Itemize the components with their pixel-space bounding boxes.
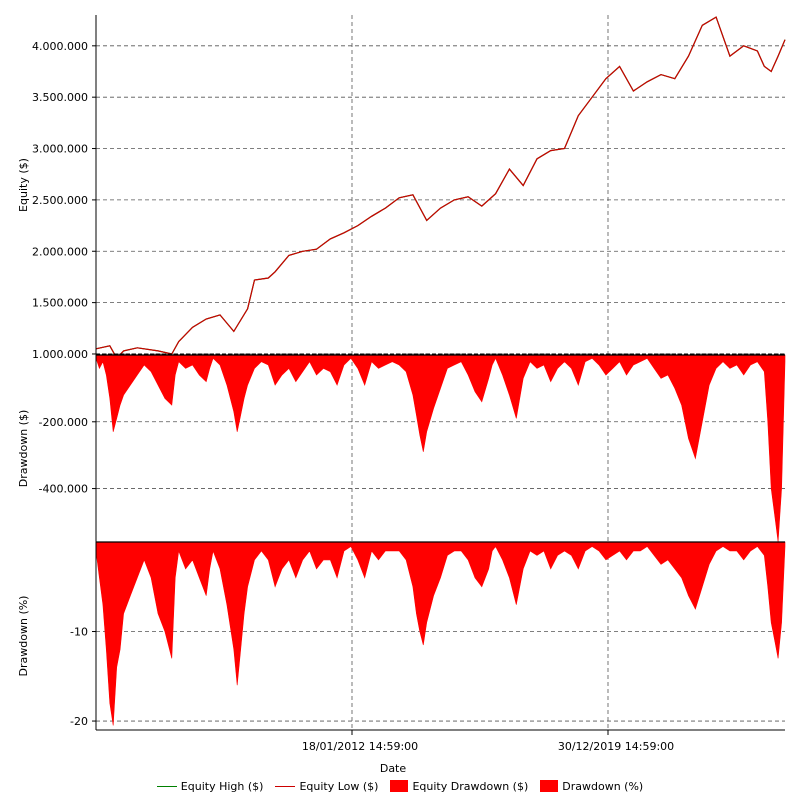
y-tick-label: 1.500.000: [32, 297, 88, 310]
x-tick-label: 18/01/2012 14:59:00: [302, 740, 418, 753]
legend-label: Equity High ($): [180, 779, 264, 793]
x-axis-title: Date: [380, 762, 407, 775]
y-tick-label: 2.500.000: [32, 194, 88, 207]
series-drawdown-percent-area: [95, 541, 786, 726]
series-equity-drawdown-area: [95, 354, 786, 543]
legend-swatch: [275, 785, 296, 787]
y-axis-title: Drawdown (%): [17, 596, 30, 677]
y-tick-label: -200.000: [39, 416, 88, 429]
y-tick-label: 4.000.000: [32, 40, 88, 53]
legend-swatch: [156, 785, 177, 787]
y-tick-label: -20: [70, 715, 88, 728]
drawdown-percent-panel: -10 -20 Drawdown (%): [17, 541, 786, 730]
y-tick-label: -400.000: [39, 483, 88, 496]
drawdown-dollar-panel: -200.000 -400.000 Drawdown ($): [17, 354, 786, 543]
legend-item-equity-low[interactable]: Equity Low ($): [275, 780, 378, 793]
y-tick-label: -10: [70, 626, 88, 639]
legend-item-equity-high[interactable]: Equity High ($): [156, 779, 264, 793]
legend-label: Drawdown (%): [562, 779, 644, 793]
legend-item-equity-drawdown[interactable]: Equity Drawdown ($): [390, 780, 528, 793]
legend-swatch: [540, 780, 559, 792]
y-axis-title: Equity ($): [17, 158, 30, 212]
y-axis-title: Drawdown ($): [17, 410, 30, 488]
equity-panel: 1.000.000 1.500.000 2.000.000 2.500.000 3.00…: [17, 15, 786, 361]
series-equity-low-line: [95, 16, 786, 360]
y-tick-label: 3.500.000: [32, 91, 88, 104]
legend: Equity High ($) Equity Low ($) Equity Dr…: [0, 776, 800, 796]
legend-swatch: [390, 780, 409, 792]
legend-item-drawdown-pct[interactable]: Drawdown (%): [540, 780, 643, 793]
legend-label: Equity Drawdown ($): [412, 779, 529, 793]
y-tick-label: 3.000.000: [32, 143, 88, 156]
y-tick-label: 1.000.000: [32, 348, 88, 361]
y-tick-label: 2.000.000: [32, 245, 88, 258]
x-tick-label: 30/12/2019 14:59:00: [558, 740, 674, 753]
legend-label: Equity Low ($): [299, 779, 379, 793]
x-axis: 18/01/2012 14:59:00 30/12/2019 14:59:00 Da…: [96, 729, 785, 775]
